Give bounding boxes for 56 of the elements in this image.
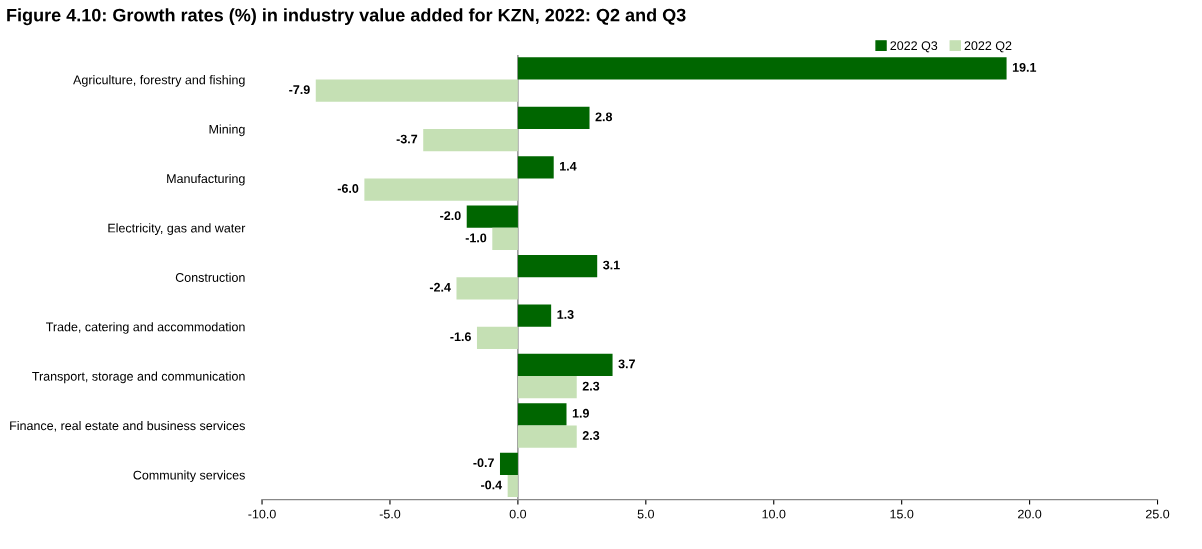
data-label: 1.3 (557, 310, 574, 319)
x-tick-label: -5.0 (379, 509, 401, 519)
x-tick-label: 25.0 (1145, 509, 1170, 519)
bar (517, 255, 598, 278)
bar (517, 353, 613, 377)
data-label: -2.4 (429, 282, 451, 292)
data-label: -6.0 (337, 184, 359, 193)
data-label: -0.4 (481, 480, 503, 490)
bar (476, 326, 518, 349)
x-tick-label: 15.0 (890, 509, 914, 519)
legend-label: 2022 Q2 (964, 41, 1012, 53)
data-label: -1.0 (465, 233, 487, 243)
data-label: 3.7 (618, 359, 635, 369)
chart-title: Figure 4.10: Growth rates (%) in industry value added for KZN, 2022: Q2 and Q3 (7, 8, 686, 26)
bar (423, 129, 518, 152)
y-tick-label: Electricity, gas and water (108, 223, 246, 235)
data-label: 2.3 (582, 431, 600, 440)
bar (517, 304, 552, 327)
legend-label: 2022 Q3 (890, 41, 938, 53)
data-label: 3.1 (603, 260, 620, 270)
bar (466, 205, 518, 228)
y-tick-label: Agriculture, forestry and fishing (73, 75, 245, 87)
data-label: -0.7 (473, 458, 494, 468)
bar (364, 178, 518, 201)
y-tick-label: Manufacturing (167, 173, 245, 186)
bar (517, 156, 554, 179)
y-tick-label: Construction (175, 272, 245, 282)
data-label: 1.9 (572, 408, 589, 418)
data-label: -2.0 (440, 211, 461, 221)
bar (492, 227, 518, 251)
y-tick-label: Finance, real estate and business services (10, 420, 245, 432)
x-tick-label: -10.0 (248, 509, 276, 519)
bar (517, 57, 1007, 80)
data-label: 2.3 (582, 381, 600, 391)
y-tick-label: Transport, storage and communication (32, 371, 245, 384)
bar (315, 79, 518, 102)
data-label: 2.8 (595, 112, 613, 122)
bar (499, 452, 518, 475)
x-tick-label: 20.0 (1018, 509, 1042, 519)
bar (507, 474, 518, 498)
data-label: 1.4 (560, 161, 577, 171)
bar (517, 403, 567, 426)
y-tick-label: Trade, catering and accommodation (46, 322, 245, 334)
bar (456, 277, 518, 300)
data-label: 19.1 (1012, 62, 1037, 72)
x-tick-label: 5.0 (637, 509, 655, 519)
x-tick-label: 10.0 (762, 509, 786, 519)
data-label: -7.9 (289, 85, 310, 95)
y-tick-label: Community services (133, 470, 245, 483)
data-label: -1.6 (450, 332, 471, 342)
y-tick-label: Mining (209, 124, 245, 137)
bar (517, 376, 577, 399)
data-label: -3.7 (396, 134, 418, 144)
bar (517, 106, 590, 130)
x-tick-label: 0.0 (509, 509, 527, 519)
bar (517, 425, 577, 448)
